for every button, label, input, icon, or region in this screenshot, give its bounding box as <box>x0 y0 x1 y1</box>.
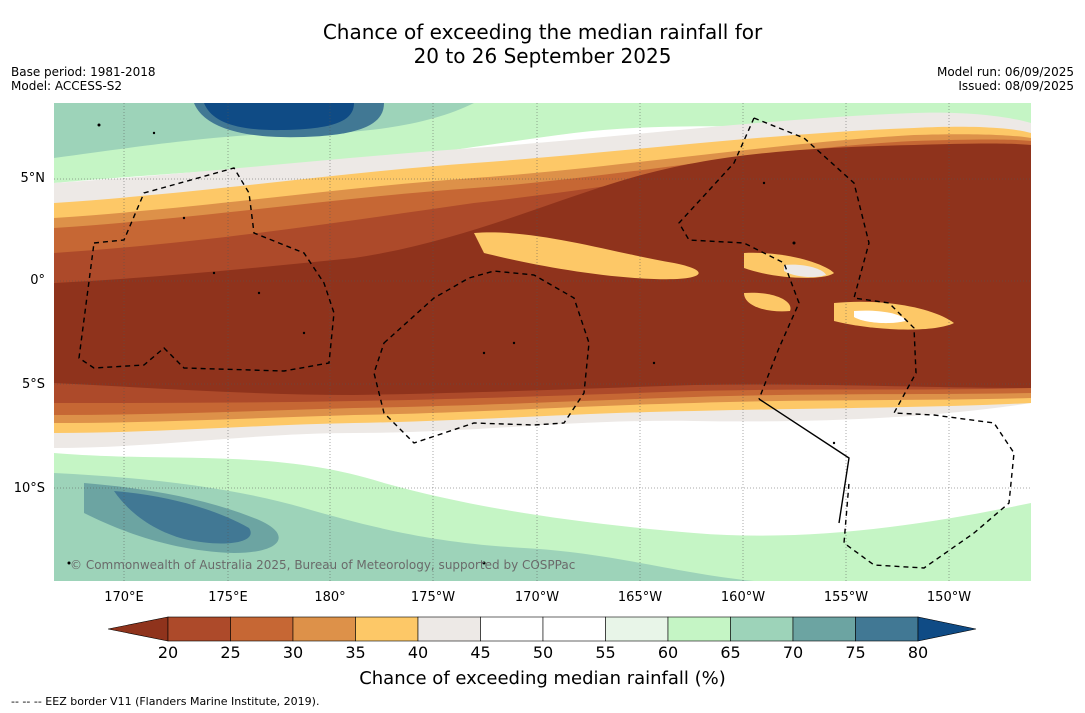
meta-left: Base period: 1981-2018 Model: ACCESS-S2 <box>11 65 156 93</box>
colorbar-tick-label: 45 <box>470 643 491 662</box>
colorbar <box>108 616 977 642</box>
colorbar-segment <box>855 616 919 642</box>
colorbar-label: Chance of exceeding median rainfall (%) <box>359 668 726 689</box>
colorbar-segment <box>417 616 481 642</box>
lon-label-155w: 155°W <box>823 590 869 605</box>
colorbar-tick-label: 80 <box>907 643 929 662</box>
lat-label-10s: 10°S <box>13 481 45 496</box>
islands <box>67 123 836 565</box>
copyright-notice: © Commonwealth of Australia 2025, Bureau… <box>70 558 576 572</box>
model-name: Model: ACCESS-S2 <box>11 79 123 93</box>
map-title: Chance of exceeding the median rainfall … <box>0 20 1085 68</box>
wet-pocket-4 <box>744 292 791 312</box>
graticule <box>54 103 1031 581</box>
colorbar-segment <box>480 616 544 642</box>
rainfall-map <box>54 103 1031 581</box>
eez-footnote: -- -- -- EEZ border V11 (Flanders Marine… <box>11 695 320 708</box>
colorbar-tick-label: 75 <box>845 643 866 662</box>
colorbar-extend-high <box>917 616 977 642</box>
colorbar-tick-label: 50 <box>532 643 554 662</box>
lon-label-150w: 150°W <box>926 590 972 605</box>
south-teal-zone <box>54 473 754 581</box>
lon-label-160w: 160°W <box>720 590 766 605</box>
eez-border-solid <box>758 398 850 524</box>
lon-label-180: 180° <box>314 590 346 605</box>
colorbar-tick-label: 30 <box>282 643 304 662</box>
title-line-2: 20 to 26 September 2025 <box>413 44 672 68</box>
colorbar-tick-label: 60 <box>657 643 679 662</box>
wet-pocket-6 <box>854 310 906 324</box>
wet-pocket-3 <box>784 264 826 278</box>
north-navy-zone <box>204 103 354 131</box>
colorbar-segment <box>667 616 731 642</box>
colorbar-segment <box>605 616 669 642</box>
colorbar-segment <box>167 616 231 642</box>
lon-label-165w: 165°W <box>617 590 663 605</box>
colorbar-tick-label: 65 <box>720 643 741 662</box>
south-deep-blue-zone <box>114 491 251 544</box>
colorbar-tick-label: 25 <box>220 643 241 662</box>
lon-label-170e: 170°E <box>104 590 144 605</box>
colorbar-tick-label: 35 <box>345 643 366 662</box>
wet-pocket-1 <box>474 232 699 280</box>
lat-label-5n: 5°N <box>20 171 46 186</box>
colorbar-segment <box>792 616 856 642</box>
colorbar-extend-low <box>108 616 169 642</box>
lon-label-175w: 175°W <box>410 590 456 605</box>
colorbar-tick-label: 40 <box>407 643 429 662</box>
colorbar-tick-label: 20 <box>157 643 179 662</box>
model-run: Model run: 06/09/2025 <box>936 65 1074 79</box>
colorbar-segment <box>355 616 419 642</box>
lon-label-170w: 170°W <box>514 590 560 605</box>
lat-label-5s: 5°S <box>21 377 45 392</box>
lon-label-175e: 175°E <box>208 590 248 605</box>
colorbar-tick-label: 70 <box>782 643 804 662</box>
eez-borders <box>78 117 1015 569</box>
colorbar-segment <box>542 616 606 642</box>
colorbar-segment <box>730 616 794 642</box>
colorbar-tick-label: 55 <box>595 643 616 662</box>
colorbar-segment <box>230 616 294 642</box>
base-period: Base period: 1981-2018 <box>11 65 156 79</box>
colorbar-segment <box>292 616 356 642</box>
meta-right: Model run: 06/09/2025 Issued: 08/09/2025 <box>937 65 1074 93</box>
issued-date: Issued: 08/09/2025 <box>958 79 1074 93</box>
title-line-1: Chance of exceeding the median rainfall … <box>322 20 763 44</box>
lat-label-0: 0° <box>30 273 45 288</box>
